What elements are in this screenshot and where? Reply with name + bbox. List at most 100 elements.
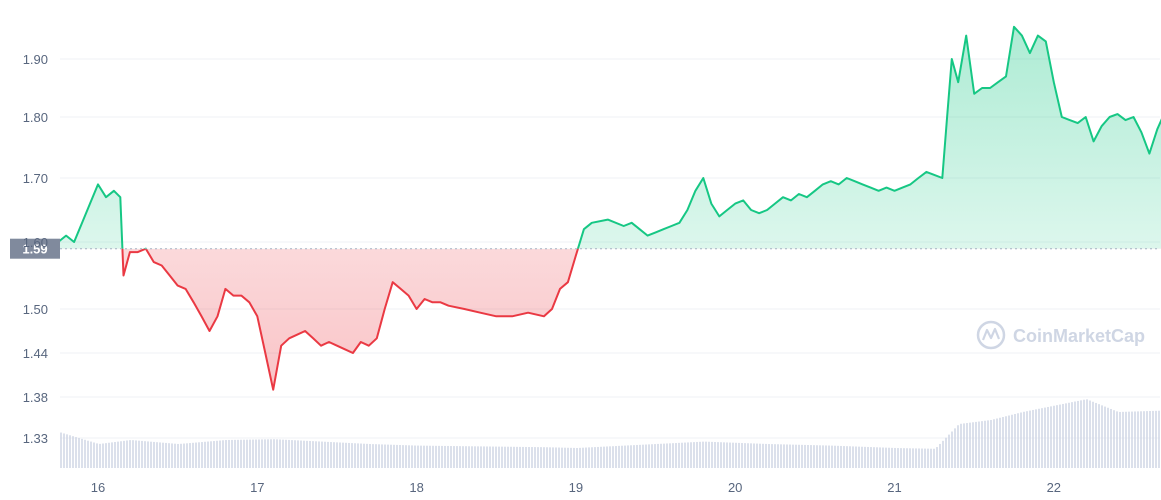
volume-bar: [303, 440, 305, 468]
volume-bar: [573, 447, 575, 468]
volume-bar: [552, 447, 554, 468]
volume-bar: [489, 446, 491, 468]
price-area-down: [58, 248, 1161, 390]
volume-bar: [1116, 411, 1118, 468]
coinmarketcap-logo-icon: [976, 320, 1006, 350]
baseline-label-box: [10, 238, 60, 259]
volume-bar: [507, 446, 509, 468]
volume-bar: [174, 443, 176, 468]
volume-bar: [525, 446, 527, 468]
volume-bar: [141, 440, 143, 468]
volume-bar: [492, 446, 494, 468]
volume-bar: [513, 446, 515, 468]
volume-bar: [981, 421, 983, 468]
volume-bar: [669, 443, 671, 468]
volume-bar: [1113, 410, 1115, 468]
volume-bar: [774, 444, 776, 468]
volume-bar: [663, 443, 665, 468]
volume-bar: [375, 444, 377, 468]
volume-bar: [939, 443, 941, 468]
volume-bar: [588, 447, 590, 468]
volume-bar: [459, 446, 461, 468]
volume-bar: [453, 446, 455, 468]
volume-bar: [1041, 408, 1043, 468]
volume-bar: [888, 447, 890, 468]
volume-bar: [84, 439, 86, 468]
volume-bar: [978, 421, 980, 468]
volume-bar: [744, 443, 746, 468]
volume-bar: [60, 432, 62, 468]
volume-bar: [567, 447, 569, 468]
volume-bar: [231, 439, 233, 468]
volume-bar: [843, 446, 845, 468]
volume-bar: [600, 446, 602, 468]
volume-bar: [369, 444, 371, 468]
volume-bar: [189, 443, 191, 468]
volume-bar: [486, 446, 488, 468]
volume-bar: [1098, 404, 1100, 468]
volume-bar: [456, 446, 458, 468]
volume-bar: [549, 447, 551, 468]
volume-bar: [225, 440, 227, 468]
volume-bar: [153, 441, 155, 468]
volume-bar: [897, 448, 899, 468]
volume-bar: [873, 447, 875, 468]
volume-bar: [129, 440, 131, 468]
volume-bar: [195, 442, 197, 468]
volume-bar: [447, 445, 449, 468]
volume-bar: [1158, 410, 1160, 468]
volume-bar: [276, 439, 278, 468]
volume-bar: [1128, 411, 1130, 468]
y-tick-label: 1.70: [23, 171, 48, 186]
volume-bar: [399, 445, 401, 468]
volume-bar: [159, 442, 161, 468]
volume-bar: [165, 442, 167, 468]
volume-bar: [204, 441, 206, 468]
volume-bar: [675, 443, 677, 468]
volume-bar: [372, 444, 374, 468]
volume-bar: [861, 446, 863, 468]
volume-bar: [540, 447, 542, 468]
volume-bar: [951, 431, 953, 468]
volume-bar: [747, 443, 749, 468]
volume-bar: [522, 446, 524, 468]
volume-bar: [108, 442, 110, 468]
volume-bar: [903, 448, 905, 468]
volume-bar: [765, 443, 767, 468]
volume-bar: [336, 442, 338, 468]
volume-bar: [636, 444, 638, 468]
volume-bar: [645, 444, 647, 468]
x-tick-label: 20: [728, 480, 742, 495]
volume-bar: [495, 446, 497, 468]
x-tick-label: 18: [409, 480, 423, 495]
volume-bar: [1044, 407, 1046, 468]
volume-bar: [930, 448, 932, 468]
volume-bar: [1092, 401, 1094, 468]
volume-bar: [711, 441, 713, 468]
volume-bar: [789, 444, 791, 468]
volume-bar: [162, 442, 164, 468]
volume-bar: [351, 443, 353, 468]
volume-bar: [561, 447, 563, 468]
volume-bar: [150, 441, 152, 468]
volume-bar: [918, 448, 920, 468]
volume-bar: [114, 441, 116, 468]
volume-bar: [423, 445, 425, 468]
volume-bar: [1125, 411, 1127, 468]
volume-bar: [699, 441, 701, 468]
volume-bar: [171, 443, 173, 468]
volume-bar: [849, 446, 851, 468]
volume-bar: [735, 442, 737, 468]
volume-bar: [123, 440, 125, 468]
volume-bar: [597, 446, 599, 468]
volume-bar: [1140, 411, 1142, 468]
volume-bar: [120, 441, 122, 468]
volume-bar: [1059, 404, 1061, 468]
volume-bar: [297, 440, 299, 468]
volume-bar: [252, 439, 254, 468]
volume-bar: [264, 439, 266, 468]
volume-bar: [534, 447, 536, 468]
volume-bar: [831, 445, 833, 468]
volume-bar: [357, 443, 359, 468]
